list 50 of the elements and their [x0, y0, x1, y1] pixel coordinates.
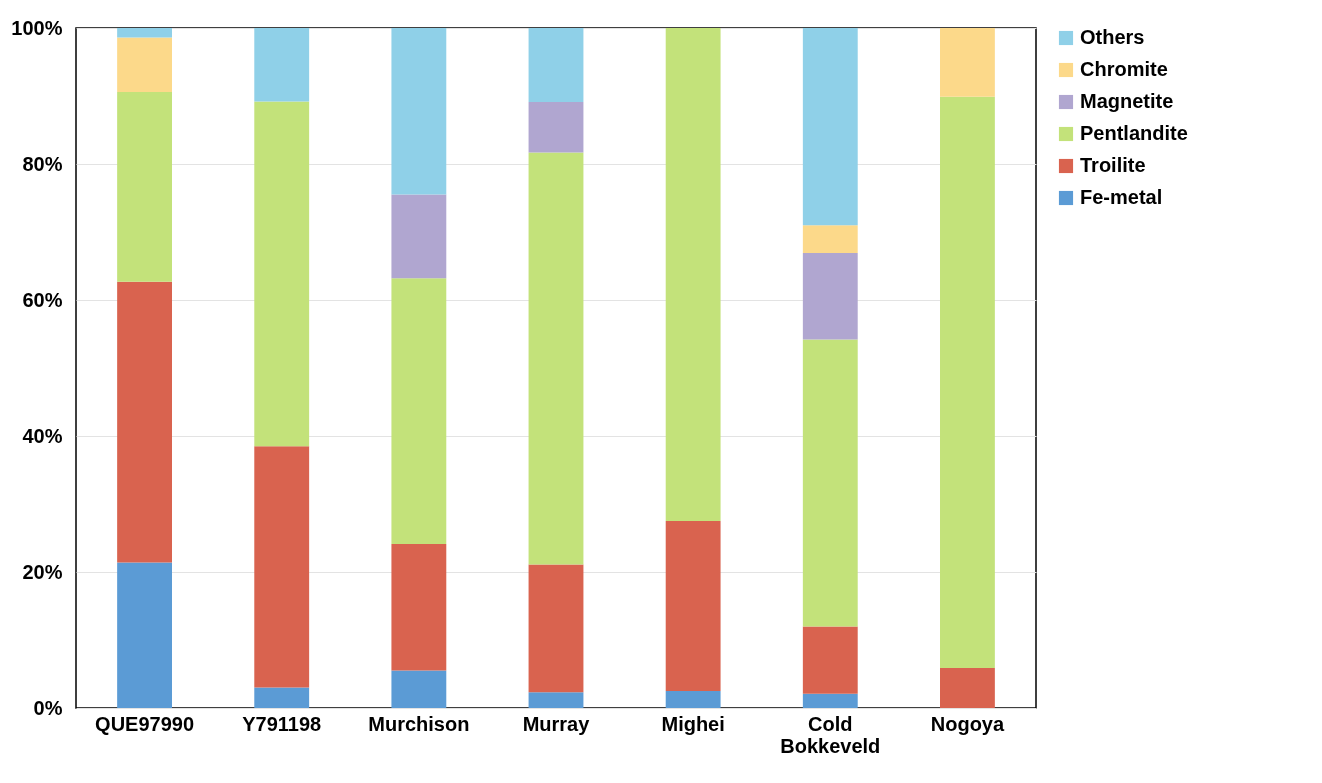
bar	[802, 693, 858, 708]
bar	[940, 96, 995, 668]
y-tick-label: 80%	[22, 152, 63, 175]
bar	[254, 101, 310, 447]
bar	[391, 670, 447, 708]
bar	[940, 667, 995, 708]
bar	[117, 28, 172, 38]
legend-label: Magnetite	[1080, 90, 1174, 112]
bar	[391, 544, 447, 671]
bar	[665, 521, 721, 691]
y-tick-label: 100%	[11, 16, 63, 39]
bar	[528, 28, 584, 103]
bar	[391, 28, 447, 195]
bar	[802, 225, 858, 254]
bar	[802, 626, 858, 694]
legend-label: Chromite	[1080, 58, 1168, 80]
bar	[802, 339, 858, 627]
bar	[940, 28, 995, 97]
x-tick-label: Murchison	[368, 712, 470, 735]
bar	[665, 691, 721, 708]
x-tick-label: Murray	[522, 712, 591, 735]
bar	[528, 692, 584, 708]
x-tick-label: Y791198	[242, 712, 322, 735]
bar	[117, 91, 172, 282]
bar	[117, 562, 172, 708]
bar	[665, 28, 721, 521]
legend-label: Pentlandite	[1080, 122, 1188, 144]
bar	[802, 28, 858, 226]
legend-label: Fe-metal	[1080, 186, 1163, 208]
bar	[391, 194, 447, 279]
bar	[528, 152, 584, 565]
y-tick-label: 60%	[22, 288, 63, 311]
x-tick-label: Cold Bokkeveld	[780, 712, 881, 757]
bar	[254, 28, 310, 102]
bar	[254, 687, 310, 708]
legend-label: Troilite	[1080, 154, 1146, 176]
y-tick-label: 20%	[22, 560, 63, 583]
bar	[528, 102, 584, 153]
x-tick-label: Mighei	[661, 712, 725, 735]
bar	[254, 446, 310, 688]
bar	[528, 564, 584, 693]
bar	[117, 281, 172, 563]
legend-label: Others	[1080, 26, 1145, 48]
bar	[802, 253, 858, 340]
y-tick-label: 0%	[33, 696, 63, 719]
x-tick-label: QUE97990	[95, 712, 195, 735]
bar	[391, 278, 447, 545]
bar	[117, 37, 172, 92]
y-tick-label: 40%	[22, 424, 63, 447]
x-tick-label: Nogoya	[930, 712, 1005, 735]
